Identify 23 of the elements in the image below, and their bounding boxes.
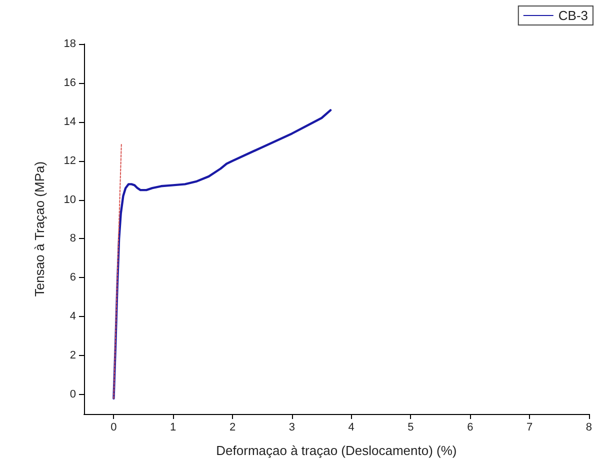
y-tick-label: 8 xyxy=(70,232,76,245)
x-tick-label: 8 xyxy=(586,422,592,434)
x-tick-label: 2 xyxy=(229,422,236,434)
x-tick-label: 3 xyxy=(288,422,295,434)
y-tick-label: 6 xyxy=(70,272,76,284)
y-tick-label: 4 xyxy=(70,310,76,323)
y-tick-label: 14 xyxy=(64,116,76,128)
y-tick-label: 2 xyxy=(70,350,76,362)
x-tick-label: 1 xyxy=(170,422,176,434)
line-series xyxy=(112,109,332,400)
y-tick-label: 12 xyxy=(64,154,76,167)
x-tick-label: 4 xyxy=(348,422,354,434)
x-tick-label: 5 xyxy=(408,422,414,434)
y-tick-label: 18 xyxy=(64,38,76,50)
x-axis-title: Deformaçao à traçao (Deslocamento) (%) xyxy=(216,443,457,458)
y-tick-label: 16 xyxy=(64,76,76,89)
y-axis-title: Tensao à Traçao (MPa) xyxy=(32,161,47,297)
x-tick-label: 6 xyxy=(467,422,474,434)
x-tick-label: 7 xyxy=(526,422,533,434)
legend-label: CB-3 xyxy=(558,8,588,23)
y-tick-label: 0 xyxy=(70,388,76,401)
y-tick-label: 10 xyxy=(64,194,76,206)
x-tick-label: 0 xyxy=(110,422,117,434)
